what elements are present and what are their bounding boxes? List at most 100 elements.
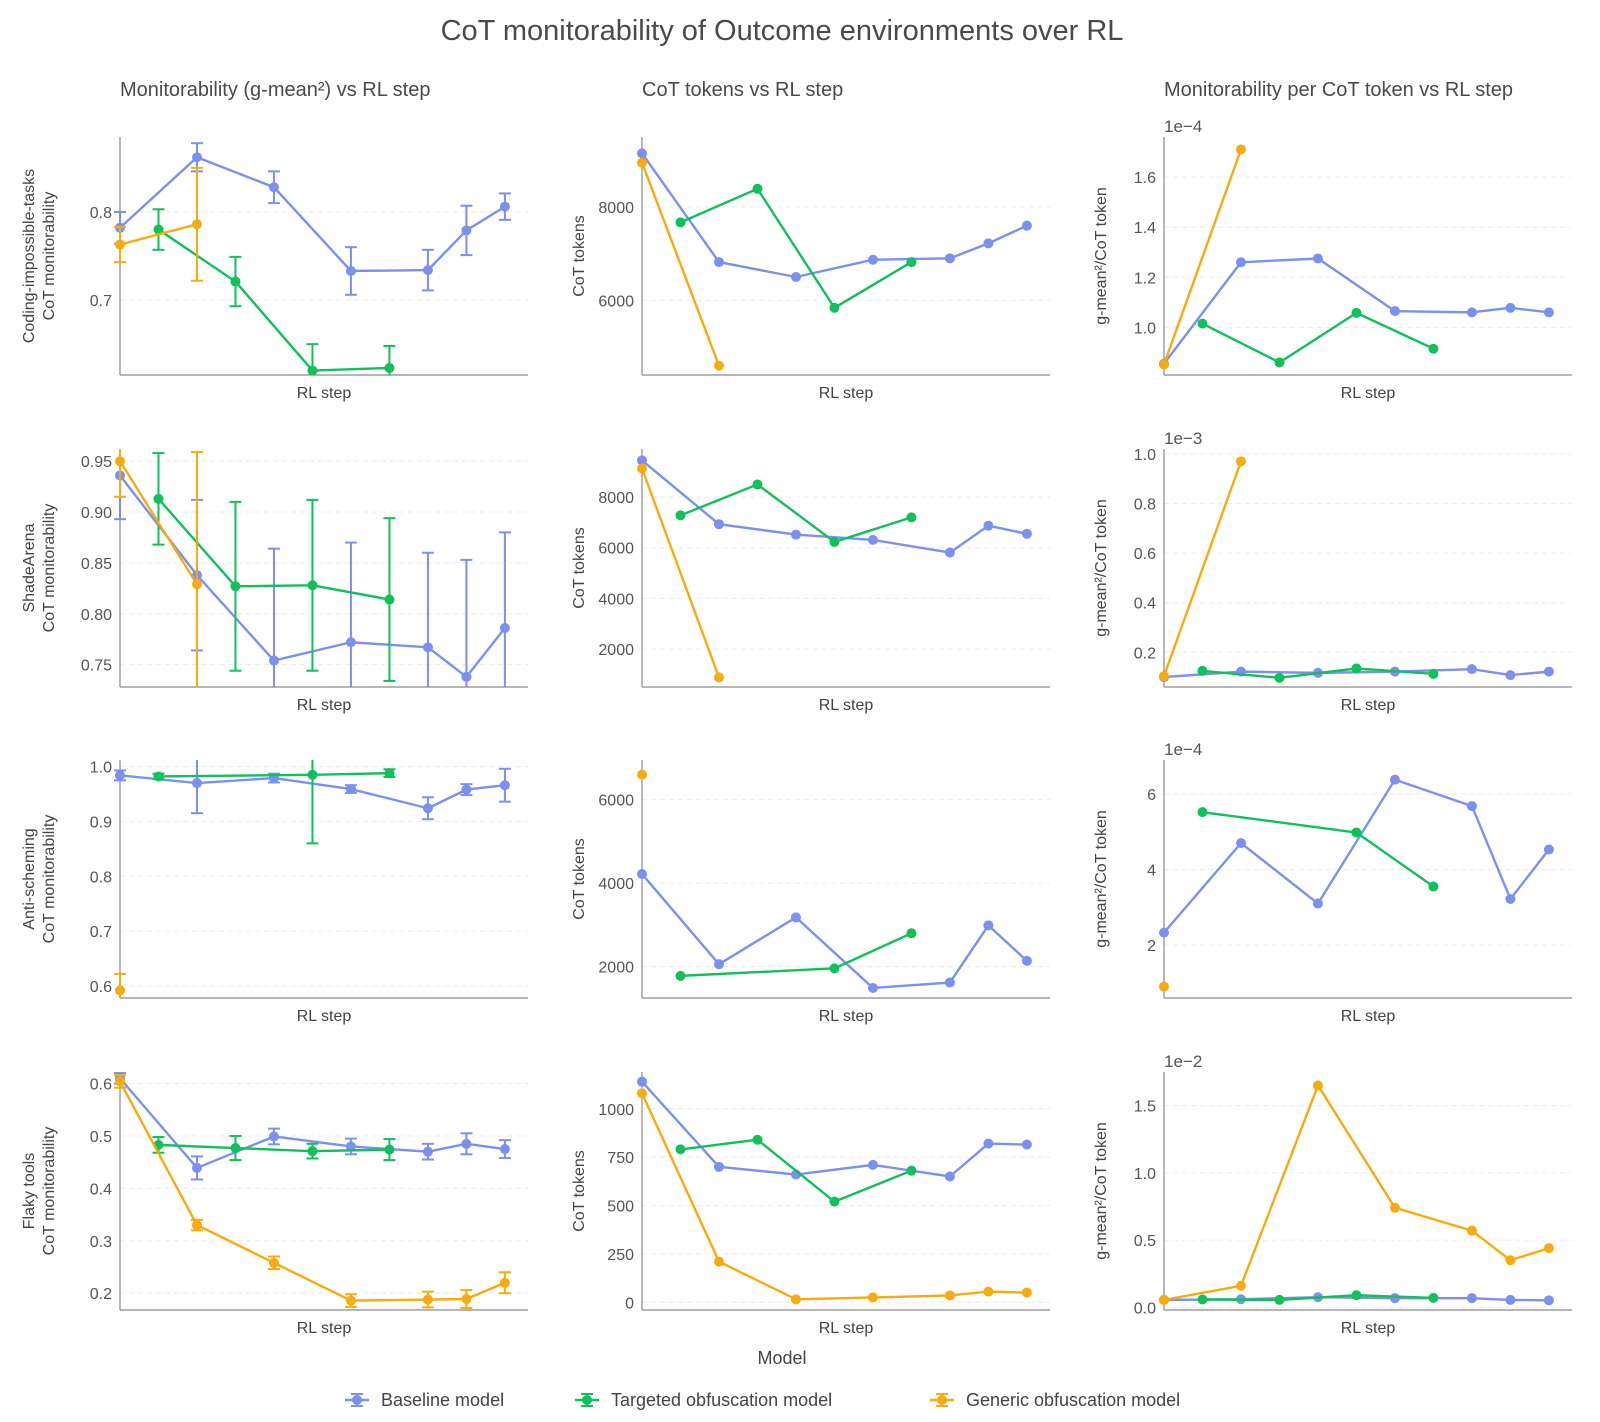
data-point bbox=[384, 1144, 395, 1155]
data-point bbox=[1021, 528, 1032, 539]
y-tick-label: 0.2 bbox=[1134, 645, 1156, 662]
series-generic-obfuscation-model bbox=[1159, 456, 1246, 682]
data-point bbox=[675, 970, 686, 981]
y-axis-label: CoT tokens bbox=[571, 1150, 588, 1232]
panel-r0-c0: 0.7 0.8 RL step Coding-impossible-tasks CoT … bbox=[21, 137, 528, 402]
data-point bbox=[713, 1161, 724, 1172]
y-tick-label: 6 bbox=[1147, 787, 1156, 804]
data-point bbox=[230, 1143, 241, 1154]
series-generic-obfuscation-model bbox=[1159, 1080, 1554, 1305]
data-point bbox=[191, 778, 202, 789]
y-tick-label: 8000 bbox=[598, 200, 634, 217]
data-point bbox=[944, 547, 955, 558]
y-tick-label: 0.9 bbox=[90, 814, 112, 831]
series-generic-obfuscation-model bbox=[1159, 144, 1246, 370]
data-point bbox=[268, 182, 279, 193]
panel-r3-c1: 0 250 500 750 1000 RL step CoT tokens bbox=[571, 1072, 1050, 1337]
y-tick-label: 750 bbox=[607, 1150, 634, 1167]
data-point bbox=[829, 536, 840, 547]
axis-multiplier: 1e−4 bbox=[1164, 117, 1202, 136]
series-baseline-model bbox=[114, 1072, 511, 1181]
y-tick-label: 0.0 bbox=[1134, 1300, 1156, 1317]
data-point bbox=[867, 534, 878, 545]
series-targeted-obfuscation-model bbox=[675, 928, 917, 981]
series-targeted-obfuscation-model bbox=[1197, 1290, 1439, 1305]
data-point bbox=[153, 771, 164, 782]
y-axis-label: CoT monitorability bbox=[41, 192, 58, 321]
y-axis-label: Flaky tools bbox=[21, 1153, 38, 1229]
y-axis-label: g-mean²/CoT token bbox=[1093, 810, 1110, 948]
x-axis-label: RL step bbox=[297, 1320, 352, 1337]
data-point bbox=[422, 1294, 433, 1305]
data-point bbox=[345, 784, 356, 795]
x-axis-label: RL step bbox=[1341, 385, 1396, 402]
data-point bbox=[1312, 898, 1323, 909]
series-generic-obfuscation-model bbox=[114, 972, 126, 998]
x-axis-label: RL step bbox=[297, 697, 352, 714]
data-point bbox=[345, 637, 356, 648]
x-axis-label: RL step bbox=[1341, 1320, 1396, 1337]
data-point bbox=[1235, 838, 1246, 849]
y-tick-label: 0.6 bbox=[90, 979, 112, 996]
x-axis-label: RL step bbox=[297, 385, 352, 402]
data-point bbox=[906, 1165, 917, 1176]
series-generic-obfuscation-model bbox=[114, 1074, 511, 1309]
data-point bbox=[1235, 257, 1246, 268]
data-point bbox=[1159, 671, 1169, 682]
series-generic-obfuscation-model bbox=[637, 463, 724, 683]
series-line bbox=[680, 483, 912, 544]
y-axis-label: CoT monitorability bbox=[41, 1127, 58, 1256]
series-line bbox=[1201, 311, 1434, 364]
data-point bbox=[713, 360, 724, 371]
y-axis-label: g-mean²/CoT token bbox=[1093, 499, 1110, 637]
data-point bbox=[867, 254, 878, 265]
data-point bbox=[1505, 1255, 1516, 1266]
data-point bbox=[1389, 1293, 1400, 1304]
data-point bbox=[1312, 1080, 1323, 1091]
data-point bbox=[1351, 663, 1362, 674]
series-line bbox=[680, 187, 913, 309]
y-tick-label: 6000 bbox=[598, 793, 634, 810]
legend-generic-marker bbox=[937, 1395, 947, 1405]
data-point bbox=[384, 768, 395, 779]
panel-r1-c2: 0.2 0.4 0.6 0.8 1.0 RL step g-mean²/CoT token 1… bbox=[1093, 429, 1572, 714]
data-point bbox=[790, 272, 801, 282]
series-generic-obfuscation-model bbox=[637, 157, 724, 371]
data-point bbox=[1428, 343, 1439, 354]
data-point bbox=[1389, 306, 1400, 317]
data-point bbox=[1235, 1280, 1246, 1291]
panel-r2-c0: 0.6 0.7 0.8 0.9 1.0 RL step Anti-scheming CoT m… bbox=[21, 760, 528, 1025]
y-tick-label: 0.5 bbox=[1134, 1233, 1156, 1250]
series-line bbox=[158, 1143, 390, 1153]
y-tick-label: 500 bbox=[607, 1199, 634, 1216]
x-axis-label: RL step bbox=[819, 697, 874, 714]
data-point bbox=[1466, 307, 1477, 318]
y-tick-label: 0.8 bbox=[90, 205, 112, 222]
data-point bbox=[1021, 955, 1032, 966]
data-point bbox=[637, 148, 647, 159]
series-line bbox=[1163, 778, 1550, 934]
y-tick-label: 0.3 bbox=[90, 1234, 112, 1251]
y-axis-label: Anti-scheming bbox=[21, 828, 38, 929]
x-axis-label: RL step bbox=[819, 1320, 874, 1337]
axis-multiplier: 1e−4 bbox=[1164, 740, 1202, 759]
column-title-monitorability: Monitorability (g-mean²) vs RL step bbox=[120, 79, 430, 101]
series-baseline-model bbox=[637, 455, 1032, 558]
data-point bbox=[675, 1144, 686, 1155]
series-targeted-obfuscation-model bbox=[1197, 307, 1439, 368]
data-point bbox=[675, 510, 686, 521]
y-tick-label: 1.0 bbox=[1134, 447, 1156, 464]
series-generic-obfuscation-model bbox=[1159, 981, 1169, 992]
data-point bbox=[752, 479, 763, 490]
data-point bbox=[944, 977, 955, 988]
y-tick-label: 0.5 bbox=[90, 1129, 112, 1146]
data-point bbox=[906, 512, 917, 523]
data-point bbox=[1505, 1294, 1516, 1305]
data-point bbox=[1197, 665, 1208, 676]
y-tick-label: 6000 bbox=[598, 293, 634, 310]
legend-label-targeted: Targeted obfuscation model bbox=[611, 1390, 832, 1410]
series-baseline-model bbox=[637, 1076, 1032, 1182]
legend-item-baseline: Baseline model bbox=[345, 1390, 504, 1410]
x-axis-label: RL step bbox=[1341, 1008, 1396, 1025]
y-tick-label: 0.80 bbox=[81, 607, 112, 624]
